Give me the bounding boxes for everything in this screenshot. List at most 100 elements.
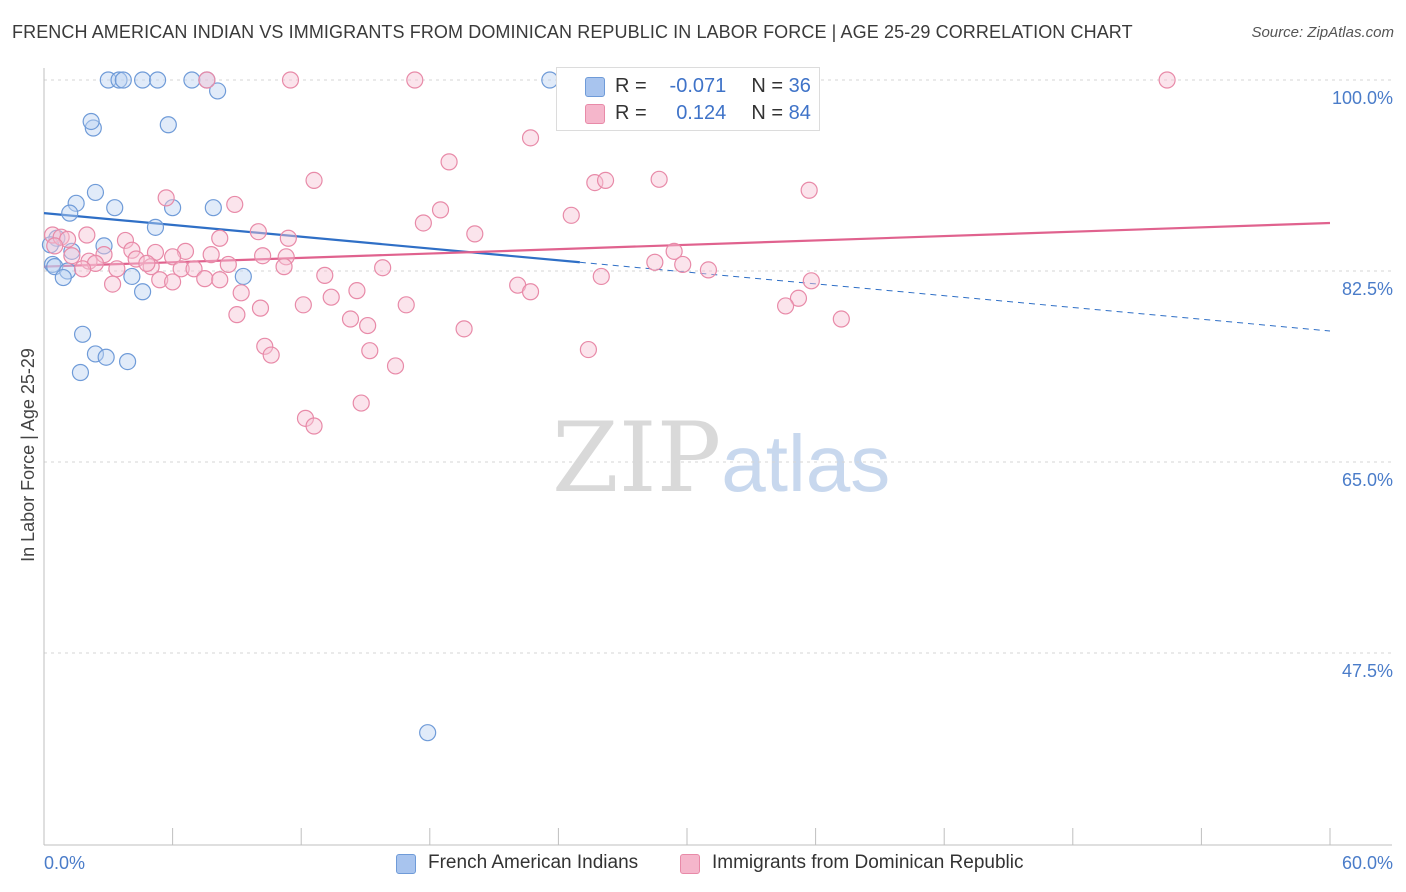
trend-lines: [43, 212, 1331, 332]
point-dominican-republic: [586, 173, 604, 192]
point-french-american-indians: [67, 194, 85, 212]
point-dominican-republic: [316, 266, 334, 284]
point-dominican-republic: [374, 259, 392, 277]
point-dominican-republic: [262, 346, 280, 364]
point-french-american-indians: [133, 71, 152, 89]
point-french-american-indians: [54, 268, 72, 287]
point-dominican-republic: [521, 283, 540, 301]
legend-n-label: N =: [751, 75, 784, 97]
point-dominican-republic: [211, 271, 229, 289]
point-dominican-republic: [359, 316, 377, 335]
legend-r-value: 0.124: [676, 102, 727, 124]
point-french-american-indians: [106, 199, 124, 217]
point-dominican-republic: [665, 242, 683, 260]
point-french-american-indians: [110, 71, 128, 89]
point-dominican-republic: [800, 181, 818, 199]
point-dominican-republic: [352, 394, 370, 412]
correlation-legend: R = -0.071 N = 36 R = 0.124 N = 84: [556, 67, 820, 131]
point-french-american-indians: [234, 267, 252, 286]
point-dominican-republic: [63, 247, 81, 265]
point-dominican-republic: [256, 337, 274, 355]
point-dominican-republic: [361, 342, 379, 360]
point-dominican-republic: [228, 306, 246, 324]
legend-stats-1: R = 0.124 N = 84: [615, 102, 811, 125]
point-dominican-republic: [414, 214, 432, 232]
point-dominican-republic: [164, 273, 182, 291]
point-dominican-republic: [455, 320, 473, 338]
point-dominican-republic: [46, 237, 64, 255]
point-dominican-republic: [431, 201, 450, 219]
point-dominican-republic: [279, 229, 297, 247]
point-dominican-republic: [776, 297, 795, 315]
point-dominican-republic: [322, 288, 340, 306]
point-french-american-indians: [123, 267, 141, 286]
point-dominican-republic: [579, 340, 598, 359]
point-dominican-republic: [832, 310, 850, 328]
point-dominican-republic: [305, 417, 323, 435]
point-dominican-republic: [164, 248, 182, 266]
point-french-american-indians: [71, 363, 90, 382]
series-swatch-pink: [680, 854, 700, 874]
watermark-zip: ZIP: [552, 402, 722, 514]
point-dominican-republic: [650, 170, 668, 188]
source-credit: Source: ZipAtlas.com: [1251, 24, 1394, 41]
point-french-american-indians: [43, 255, 62, 274]
trend-line-dominican-republic: [43, 221, 1331, 268]
point-french-american-indians: [146, 218, 165, 236]
series-swatch-blue: [396, 854, 416, 874]
x-tick-label: 0.0%: [44, 853, 85, 873]
point-dominican-republic: [202, 246, 220, 264]
point-dominican-republic: [219, 255, 237, 274]
legend-swatch-pink: [585, 104, 605, 124]
point-french-american-indians: [159, 116, 177, 134]
y-tick-label: 47.5%: [1342, 661, 1393, 681]
point-french-american-indians: [97, 348, 115, 366]
point-dominican-republic: [127, 250, 145, 268]
point-french-american-indians: [118, 352, 137, 371]
point-dominican-republic: [103, 275, 122, 293]
point-dominican-republic: [1158, 71, 1176, 89]
point-dominican-republic: [592, 267, 610, 286]
point-dominican-republic: [521, 129, 540, 147]
point-dominican-republic: [406, 71, 424, 89]
point-dominican-republic: [86, 254, 105, 272]
point-dominican-republic: [172, 260, 190, 278]
point-french-american-indians: [73, 325, 92, 343]
point-dominican-republic: [108, 260, 126, 278]
point-french-american-indians: [209, 82, 227, 100]
point-dominican-republic: [52, 228, 70, 246]
point-dominican-republic: [254, 247, 272, 265]
point-dominican-republic: [151, 271, 169, 289]
data-points: [41, 71, 1176, 742]
point-dominican-republic: [397, 296, 415, 314]
point-dominican-republic: [440, 153, 458, 171]
y-tick-label: 100.0%: [1332, 88, 1393, 108]
point-dominican-republic: [116, 231, 135, 250]
point-dominican-republic: [78, 226, 96, 244]
point-dominican-republic: [185, 260, 203, 278]
point-french-american-indians: [148, 71, 167, 89]
point-french-american-indians: [84, 119, 102, 137]
legend-n-value: 84: [788, 102, 811, 124]
point-french-american-indians: [86, 183, 105, 202]
watermark-atlas: atlas: [721, 419, 891, 508]
point-french-american-indians: [95, 237, 113, 255]
axes: [43, 68, 1392, 846]
legend-r-value: -0.071: [669, 75, 727, 97]
point-dominican-republic: [123, 241, 141, 259]
point-dominican-republic: [95, 246, 113, 264]
point-french-american-indians: [133, 283, 152, 301]
legend-n-label: N =: [751, 102, 784, 124]
y-tick-label: 65.0%: [1342, 470, 1393, 490]
point-french-american-indians: [82, 112, 100, 131]
point-dominican-republic: [275, 258, 293, 276]
point-dominican-republic: [196, 270, 214, 288]
series-label: French American Indians: [428, 852, 639, 873]
x-tick-label: 60.0%: [1342, 853, 1393, 873]
point-dominican-republic: [73, 260, 92, 278]
point-french-american-indians: [204, 199, 222, 217]
point-dominican-republic: [176, 242, 195, 260]
point-french-american-indians: [61, 204, 79, 222]
point-dominican-republic: [281, 71, 300, 89]
